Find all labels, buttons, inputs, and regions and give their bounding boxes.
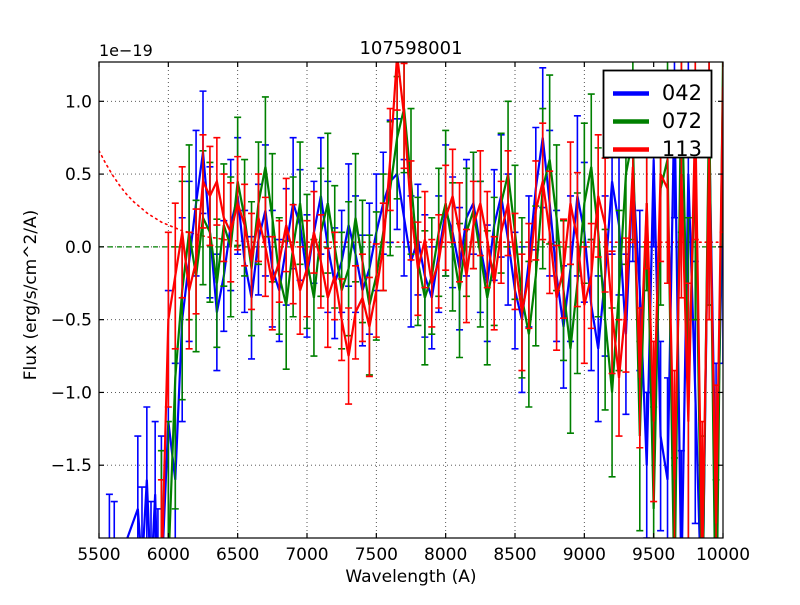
- series-113: [157, 62, 723, 538]
- y-tick-label: 0.5: [65, 165, 92, 185]
- x-tick-label: 6000: [147, 545, 190, 565]
- plot-content: [99, 62, 723, 538]
- y-tick-label: 0.0: [65, 238, 92, 258]
- x-tick-label: 7000: [285, 545, 328, 565]
- y-tick-label: −1.5: [51, 456, 92, 476]
- x-tick-label: 10000: [696, 545, 750, 565]
- x-tick-label: 5500: [77, 545, 120, 565]
- tick-labels: 5500 6000 6500 7000 7500 8000 8500 9000 9500 1000…: [51, 92, 750, 565]
- spectrum-line-042: [126, 479, 158, 538]
- x-tick-label: 9000: [563, 545, 606, 565]
- spectrum-line-113: [161, 62, 723, 538]
- x-tick-label: 8000: [424, 545, 467, 565]
- legend-label-072: 072: [662, 109, 702, 133]
- x-tick-label: 7500: [355, 545, 398, 565]
- legend-box: [602, 69, 713, 159]
- y-axis-label: Flux (erg/s/cm^2/A): [21, 210, 41, 381]
- axes-frame: [98, 61, 724, 539]
- y-tick-label: −0.5: [51, 311, 92, 331]
- axis-ticks: [98, 62, 724, 538]
- legend-label-042: 042: [662, 81, 702, 105]
- plot-title: 107598001: [359, 38, 462, 59]
- x-tick-label: 6500: [216, 545, 259, 565]
- legend-label-113: 113: [662, 137, 702, 161]
- x-tick-label: 9500: [632, 545, 675, 565]
- y-tick-label: −1.0: [51, 383, 92, 403]
- y-axis-offset-text: 1e−19: [99, 41, 153, 60]
- x-tick-label: 8500: [493, 545, 536, 565]
- y-tick-label: 1.0: [65, 92, 92, 112]
- legend: 042 072 113: [602, 69, 713, 161]
- x-axis-label: Wavelength (A): [345, 567, 476, 587]
